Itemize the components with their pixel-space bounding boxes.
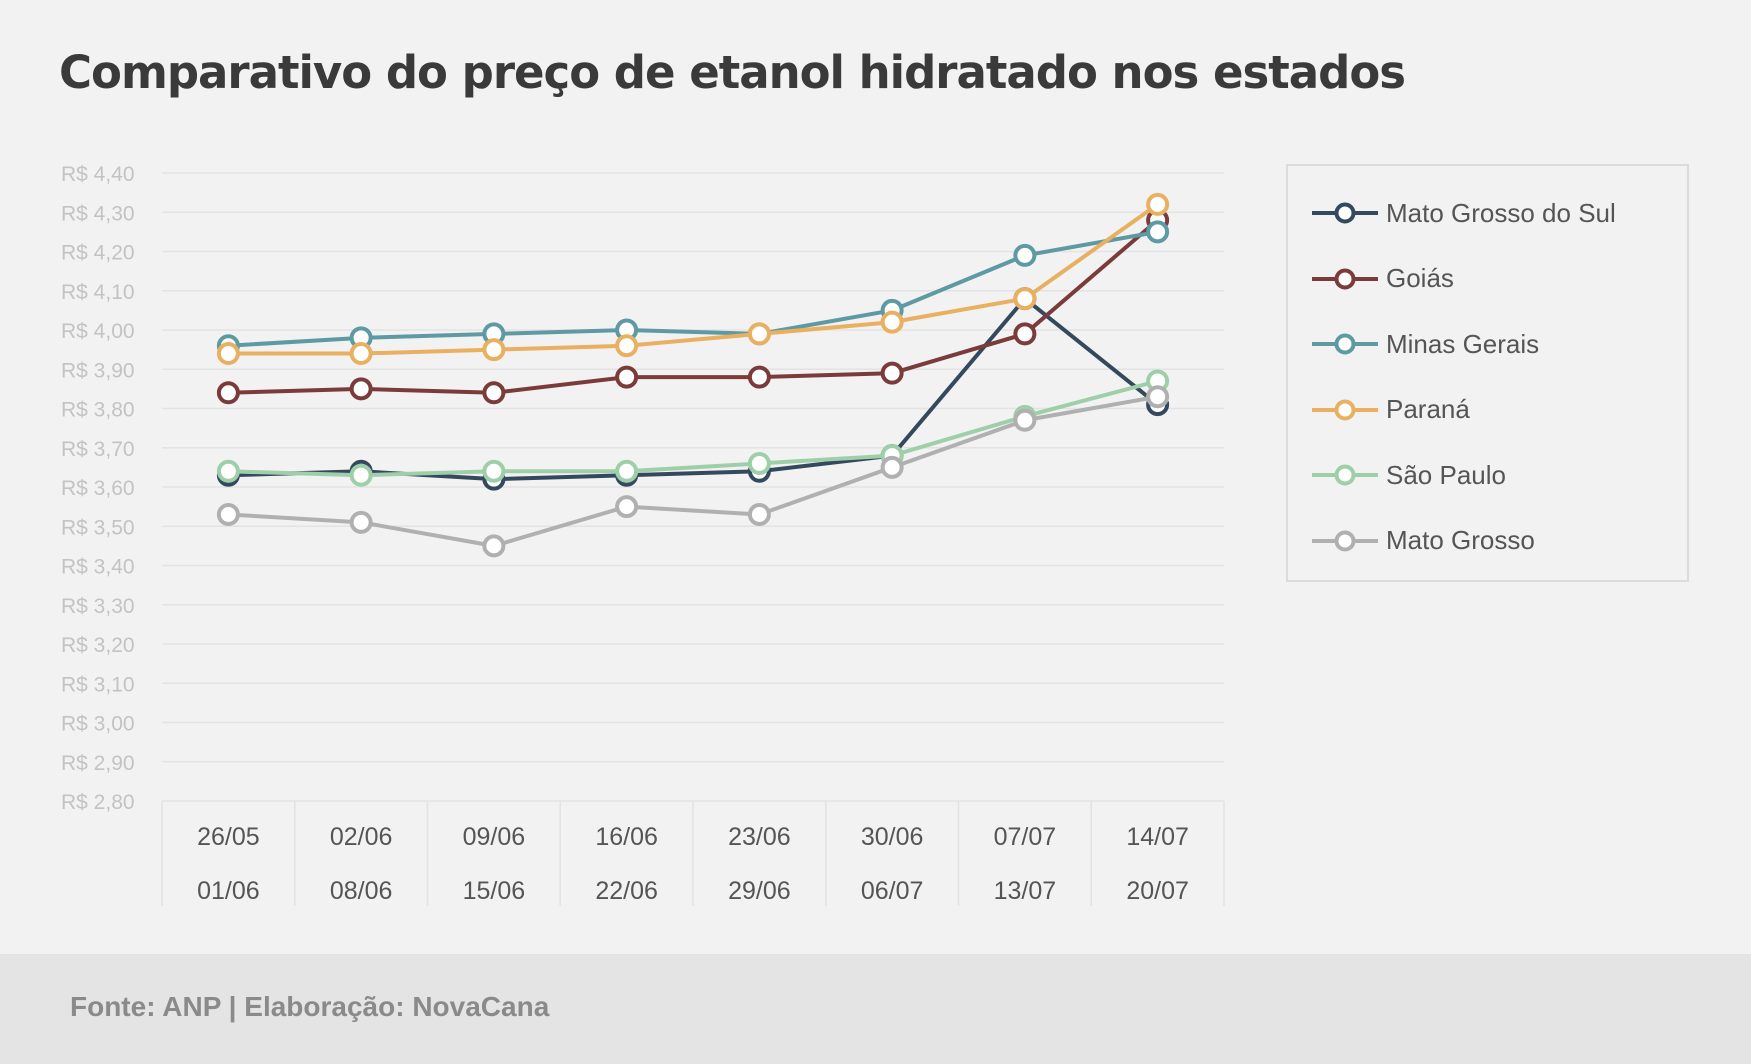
y-tick-label: R$ 3,80 (61, 399, 135, 422)
x-tick-label-start: 02/06 (330, 823, 393, 851)
series-line (228, 394, 1158, 548)
data-point (349, 342, 373, 366)
x-tick-label-end: 22/06 (595, 877, 658, 905)
legend: Mato Grosso do Sul Goiás Minas Gerais Paran… (1286, 164, 1689, 582)
data-point (880, 310, 904, 334)
data-point (216, 342, 240, 366)
legend-label: São Paulo (1386, 459, 1506, 490)
y-tick-label: R$ 3,20 (61, 634, 135, 657)
legend-marker (1312, 530, 1378, 551)
legend-item: Mato Grosso (1310, 521, 1535, 561)
data-point (1013, 322, 1037, 346)
data-point (482, 338, 506, 362)
series-parana (216, 192, 1170, 366)
x-tick-label-start: 14/07 (1126, 823, 1189, 851)
x-tick-label-end: 08/06 (330, 877, 393, 905)
legend-label: Minas Gerais (1386, 328, 1540, 359)
gridlines (161, 172, 1225, 906)
series-line (228, 379, 1159, 478)
data-point (216, 381, 240, 405)
data-point (349, 463, 373, 487)
data-point (747, 365, 771, 389)
legend-item: Paraná (1310, 390, 1470, 430)
legend-item: Goiás (1310, 259, 1454, 299)
y-tick-label: R$ 3,10 (61, 673, 135, 696)
legend-item: Mato Grosso do Sul (1310, 193, 1616, 233)
series-line (228, 229, 1158, 348)
y-tick-label: R$ 3,50 (61, 516, 135, 539)
series-line (228, 218, 1159, 395)
legend-label: Paraná (1386, 394, 1470, 424)
data-point (615, 495, 639, 519)
y-tick-label: R$ 4,10 (61, 281, 135, 304)
chart-title: Comparativo do preço de etanol hidratado… (59, 46, 1406, 99)
x-tick-label-start: 07/07 (994, 823, 1057, 851)
data-point (349, 510, 373, 534)
y-tick-label: R$ 3,40 (61, 556, 135, 579)
footer: Fonte: ANP | Elaboração: NovaCana (0, 954, 1751, 1064)
legend-item: São Paulo (1310, 455, 1506, 495)
x-tick-label-start: 30/06 (861, 823, 924, 851)
x-tick-label-end: 06/07 (861, 877, 924, 905)
data-point (1013, 287, 1037, 311)
x-tick-label-start: 09/06 (463, 823, 526, 851)
data-point (349, 377, 373, 401)
legend-marker (1312, 399, 1378, 420)
x-axis-ticks: 26/05 01/06 02/06 08/06 09/06 15/06 16/06 22/06… (197, 823, 1189, 905)
data-point (615, 459, 639, 483)
y-tick-label: R$ 3,30 (61, 595, 135, 618)
legend-label: Goiás (1386, 263, 1454, 293)
data-point (880, 455, 904, 479)
x-tick-label-end: 29/06 (728, 877, 791, 905)
series-line (228, 202, 1159, 356)
y-tick-label: R$ 2,90 (61, 752, 135, 775)
y-tick-label: R$ 3,00 (61, 713, 135, 736)
data-point (747, 322, 771, 346)
data-point (482, 534, 506, 558)
legend-item: Minas Gerais (1310, 324, 1539, 364)
data-point (1013, 408, 1037, 432)
data-point (880, 361, 904, 385)
data-point (482, 459, 506, 483)
x-tick-label-start: 23/06 (728, 823, 791, 851)
data-point (216, 502, 240, 526)
series-mato-grosso (216, 385, 1170, 558)
data-point (482, 381, 506, 405)
x-tick-label-start: 16/06 (595, 823, 658, 851)
data-point (747, 502, 771, 526)
data-point (216, 459, 240, 483)
legend-label: Mato Grosso do Sul (1386, 197, 1616, 228)
y-tick-label: R$ 3,90 (61, 359, 135, 382)
legend-marker (1312, 202, 1378, 224)
y-tick-label: R$ 3,70 (61, 438, 135, 461)
y-tick-label: R$ 3,60 (61, 477, 135, 500)
y-tick-label: R$ 2,80 (61, 791, 135, 814)
legend-label: Mato Grosso (1386, 525, 1535, 555)
series-lines (216, 192, 1170, 558)
series-goias (216, 208, 1170, 405)
data-point (1146, 192, 1170, 216)
x-tick-label-start: 26/05 (197, 823, 260, 851)
data-point (1146, 385, 1170, 409)
legend-marker (1312, 268, 1378, 289)
x-tick-label-end: 13/07 (994, 877, 1057, 905)
x-tick-label-end: 01/06 (197, 877, 260, 905)
data-point (1013, 243, 1037, 267)
y-tick-label: R$ 4,00 (61, 320, 135, 343)
data-point (615, 334, 639, 358)
x-tick-label-end: 15/06 (463, 877, 526, 905)
data-point (1146, 220, 1170, 244)
y-tick-label: R$ 4,40 (61, 163, 135, 186)
line-chart: R$ 2,80 R$ 2,90 R$ 3,00 R$ 3,10 R$ 3,20 R$ 3,… (61, 163, 1225, 906)
legend-marker (1312, 464, 1378, 486)
data-point (747, 451, 771, 475)
legend-marker (1312, 333, 1378, 355)
y-tick-label: R$ 4,30 (61, 202, 135, 225)
x-tick-label-end: 20/07 (1126, 877, 1189, 905)
y-tick-label: R$ 4,20 (61, 242, 135, 265)
data-point (615, 365, 639, 389)
y-axis-ticks: R$ 2,80 R$ 2,90 R$ 3,00 R$ 3,10 R$ 3,20 R$ 3,… (61, 163, 135, 814)
source-credit: Fonte: ANP | Elaboração: NovaCana (70, 991, 550, 1022)
